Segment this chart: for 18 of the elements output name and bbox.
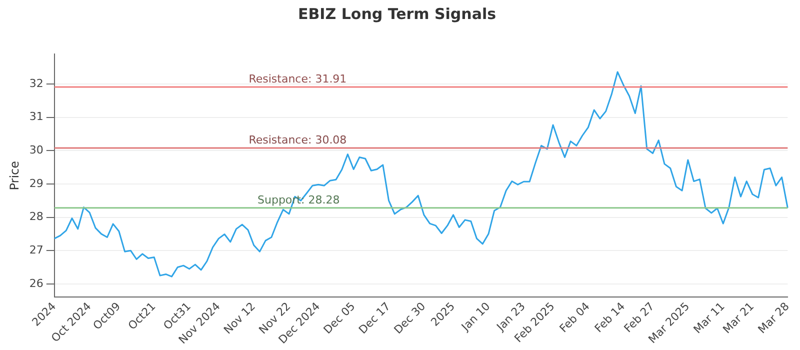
x-tick-label: Dec 05 [321,300,358,336]
x-tick-label: Feb 04 [557,300,592,336]
x-tick-label: Jan 10 [458,300,493,334]
chart-title: EBIZ Long Term Signals [298,4,496,23]
x-tick-label: Dec 17 [356,300,393,336]
ref-line-label: Resistance: 30.08 [248,133,347,146]
y-tick-label: 31 [29,110,44,124]
ref-line-label: Resistance: 31.91 [248,72,347,86]
y-tick-label: 32 [29,76,44,90]
y-tick-label: 29 [29,176,44,190]
y-tick-label: 30 [29,143,44,156]
x-tick-label: Dec 30 [391,300,428,336]
y-tick-label: 26 [29,276,44,290]
y-axis-title: Price [7,160,22,190]
x-tick-label: Nov 12 [221,300,258,337]
y-tick-label: 27 [29,243,44,256]
x-tick-label: Mar 28 [756,300,792,336]
y-tick-label: 28 [29,210,44,224]
